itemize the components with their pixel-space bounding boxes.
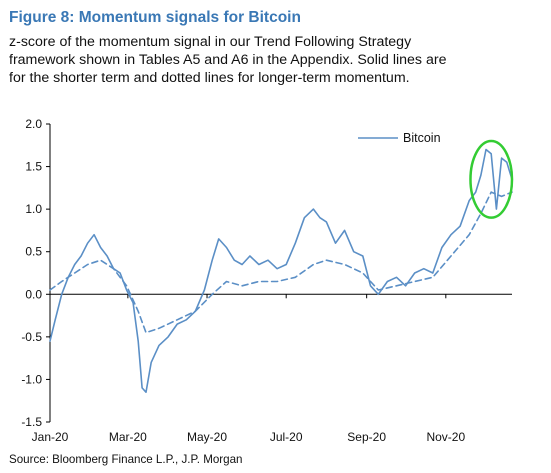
- y-tick-label: -1.0: [21, 372, 42, 386]
- y-tick-label: 0.0: [25, 287, 42, 301]
- y-tick-label: 1.0: [25, 202, 42, 216]
- x-tick-label: May-20: [187, 430, 227, 444]
- x-tick-label: Jan-20: [32, 430, 69, 444]
- series-line-bitcoin: [49, 148, 513, 394]
- y-tick-label: -0.5: [21, 330, 42, 344]
- series-line-longer-term: [49, 191, 513, 334]
- x-tick-label: Nov-20: [426, 430, 465, 444]
- highlight-ellipse: [469, 139, 514, 219]
- figure-source: Source: Bloomberg Finance L.P., J.P. Mor…: [9, 453, 243, 466]
- x-tick-label: Sep-20: [347, 430, 386, 444]
- caption-line: z-score of the momentum signal in our Tr…: [9, 34, 412, 50]
- caption-line: framework shown in Tables A5 and A6 in t…: [9, 52, 447, 68]
- figure-title: Figure 8: Momentum signals for Bitcoin: [9, 9, 301, 26]
- legend-label: Bitcoin: [403, 131, 441, 145]
- figure-caption: z-score of the momentum signal in our Tr…: [9, 33, 545, 87]
- y-tick-label: -1.5: [21, 415, 42, 429]
- x-tick-label: Jul-20: [270, 430, 303, 444]
- y-tick-label: 2.0: [25, 117, 42, 131]
- y-tick-label: 0.5: [25, 245, 42, 259]
- caption-line: for the shorter term and dotted lines fo…: [9, 70, 410, 86]
- x-tick-label: Mar-20: [109, 430, 147, 444]
- y-tick-label: 1.5: [25, 160, 42, 174]
